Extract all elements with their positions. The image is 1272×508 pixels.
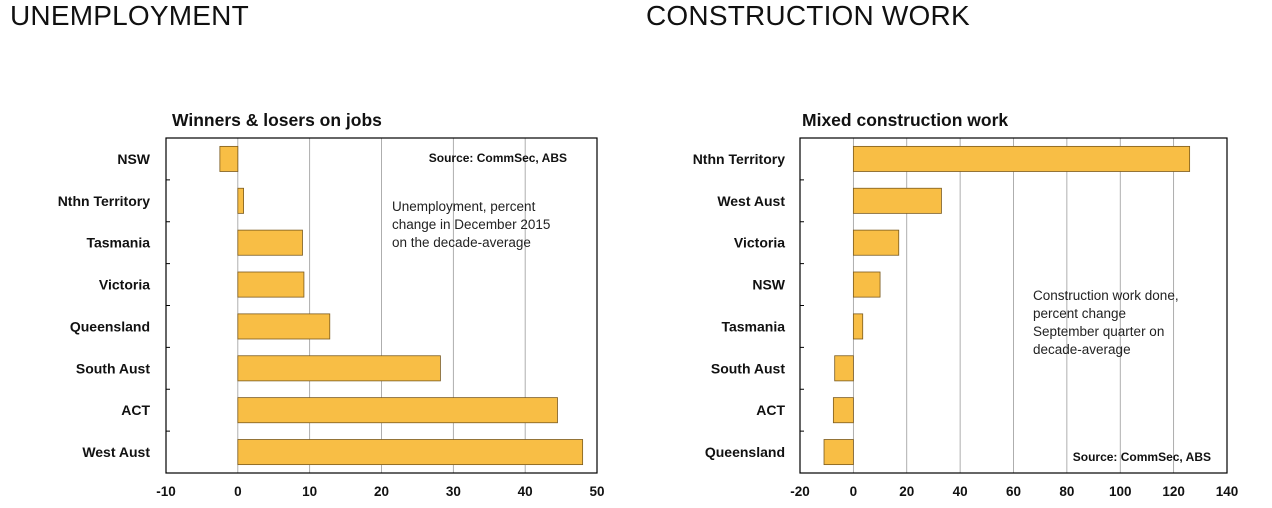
chart-title: Mixed construction work (802, 110, 1008, 130)
bar (852, 145, 1191, 172)
left-section-heading: UNEMPLOYMENT (10, 0, 249, 31)
category-label: South Aust (76, 360, 150, 376)
category-label: Victoria (734, 235, 785, 251)
category-label: West Aust (717, 193, 785, 209)
x-tick-label: 30 (446, 484, 461, 499)
annotation-line: on the decade-average (392, 235, 531, 250)
x-tick-label: 140 (1216, 484, 1239, 499)
category-label: Nthn Territory (693, 151, 786, 167)
bar (852, 187, 942, 214)
x-tick-label: 80 (1059, 484, 1074, 499)
category-label: NSW (117, 151, 150, 167)
bar (237, 313, 331, 340)
x-tick-label: 10 (302, 484, 317, 499)
x-tick-label: 100 (1109, 484, 1132, 499)
category-label: Tasmania (86, 235, 150, 251)
bar (237, 397, 558, 424)
annotation-line: percent change (1033, 306, 1126, 321)
category-label: West Aust (82, 444, 150, 460)
category-label: Tasmania (721, 318, 785, 334)
x-tick-label: 20 (899, 484, 914, 499)
bar (237, 271, 305, 298)
annotation-line: decade-average (1033, 342, 1131, 357)
bar (834, 355, 854, 382)
x-tick-label: 50 (589, 484, 604, 499)
bar (823, 439, 854, 466)
chart-1: NSW Nthn Territory Tasmania Victoria Queensl… (58, 110, 605, 499)
bar (219, 145, 239, 172)
right-section-heading: CONSTRUCTION WORK (646, 0, 970, 31)
source-note: Source: CommSec, ABS (429, 151, 567, 165)
category-label: Queensland (705, 444, 785, 460)
category-label: ACT (756, 402, 785, 418)
bar (852, 271, 881, 298)
annotation-line: Unemployment, percent (392, 199, 536, 214)
x-tick-label: 120 (1162, 484, 1185, 499)
x-tick-label: 0 (234, 484, 242, 499)
category-label: NSW (752, 277, 785, 293)
category-label: Queensland (70, 318, 150, 334)
x-tick-label: 40 (953, 484, 968, 499)
category-label: Nthn Territory (58, 193, 151, 209)
bar (237, 439, 584, 466)
x-tick-label: 20 (374, 484, 389, 499)
bar (832, 397, 854, 424)
x-tick-label: -20 (790, 484, 810, 499)
bar (237, 355, 441, 382)
plot-frame (165, 137, 598, 474)
chart-2: Nthn Territory West Aust Victoria NSW Tasman… (693, 110, 1239, 499)
annotation-line: September quarter on (1033, 324, 1164, 339)
bar (852, 229, 900, 256)
x-tick-label: -10 (156, 484, 176, 499)
source-note: Source: CommSec, ABS (1073, 450, 1211, 464)
category-label: ACT (121, 402, 150, 418)
bar (237, 229, 303, 256)
plot-frame (799, 137, 1228, 474)
bar (852, 313, 864, 340)
category-label: Victoria (99, 277, 150, 293)
x-tick-label: 60 (1006, 484, 1021, 499)
x-tick-label: 40 (518, 484, 533, 499)
bar (237, 187, 244, 214)
chart-title: Winners & losers on jobs (172, 110, 382, 130)
annotation-line: change in December 2015 (392, 217, 550, 232)
category-label: South Aust (711, 360, 785, 376)
annotation-line: Construction work done, (1033, 288, 1179, 303)
x-tick-label: 0 (850, 484, 858, 499)
